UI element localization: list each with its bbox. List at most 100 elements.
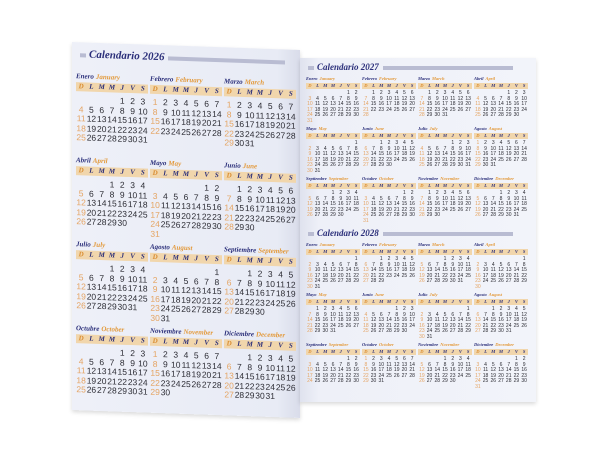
day-cell: 20: [401, 367, 408, 374]
day-cell: 2: [372, 356, 375, 362]
day-cell: 27: [363, 162, 369, 169]
month-name: Septiembre September: [306, 176, 360, 182]
month-name: Julio July: [418, 292, 472, 298]
day-cell: 15: [353, 151, 359, 158]
month-june: Junio June D L M M J V S 1 2 3 4 5 6 7 8 9 10 11 12 13 14 15 16 1…: [224, 161, 296, 248]
day-cell: 26: [475, 212, 481, 219]
weekday-label: S: [354, 83, 358, 88]
day-cell: 28: [442, 162, 448, 169]
day-cell: 28: [107, 133, 117, 144]
month-name: Marzo March: [418, 242, 472, 248]
day-cell: 11: [322, 151, 328, 158]
month-name: Noviembre November: [418, 176, 472, 182]
day-cell: 6: [364, 261, 368, 268]
day-cell: 9: [354, 361, 358, 368]
day-cell: 10: [442, 195, 448, 202]
day-cell: 15: [345, 101, 352, 108]
day-cell: 15: [513, 367, 520, 374]
days-grid: 1 2 3 4 5 6 7 8 9 10 11 12 13 14 15 16 17 18 19 20 21 22 23 24 2…: [76, 179, 148, 229]
day-cell: 1: [428, 190, 431, 196]
day-cell: 26: [401, 106, 408, 113]
day-cell: 6: [331, 95, 335, 102]
day-cell: 17: [314, 272, 321, 279]
weekday-label: D: [152, 336, 158, 345]
day-cell: 17: [393, 267, 400, 274]
day-cell: 26: [482, 112, 489, 119]
day-cell: 29: [224, 137, 234, 148]
month-name-en: January: [319, 76, 336, 81]
day-cell: 11: [434, 317, 440, 324]
day-cell: 30: [353, 112, 359, 119]
day-cell: 8: [316, 311, 319, 318]
day-cell: 14: [322, 201, 329, 208]
day-cell: 25: [353, 206, 359, 213]
day-cell: 25: [475, 112, 481, 119]
weekday-label: V: [130, 252, 135, 261]
month-name-es: Junio: [362, 292, 373, 297]
day-cell: 10: [330, 311, 336, 318]
day-cell: 21: [393, 206, 400, 213]
day-cell: 17: [465, 151, 471, 158]
day-cell: 12: [393, 361, 400, 368]
day-cell: 26: [505, 156, 512, 163]
days-grid: 1 2 3 4 5 6 7 8 9 10 11 12 13 14 15 16 17 18 19 20 21 22 23 24 2…: [76, 347, 148, 397]
day-cell: 6: [410, 90, 414, 96]
day-cell: 4: [372, 195, 375, 202]
weekday-label: M: [379, 349, 384, 354]
day-cell: 25: [314, 112, 321, 119]
weekday-label: D: [364, 183, 368, 188]
day-cell: 28: [107, 385, 117, 396]
month-name: Mayo May: [306, 126, 360, 132]
day-cell: 9: [308, 151, 312, 158]
day-cell: 17: [457, 367, 464, 374]
day-cell: 7: [410, 356, 414, 362]
day-cell: 26: [86, 132, 97, 143]
day-cell: 13: [498, 367, 504, 374]
day-cell: 4: [339, 306, 343, 312]
day-cell: 1: [466, 306, 470, 312]
day-cell: 30: [322, 328, 329, 335]
weekday-label: L: [372, 349, 375, 354]
day-cell: 23: [160, 125, 171, 136]
day-cell: 9: [372, 361, 375, 368]
weekday-label: S: [410, 349, 414, 354]
day-cell: 31: [465, 162, 471, 169]
day-cell: 24: [457, 372, 464, 379]
days-grid: 1 2 3 4 5 6 7 8 9 10 11 12 13 14 15 16 17 18 19 20 21 22 23 24 2…: [224, 184, 296, 234]
weekday-label: L: [163, 253, 168, 262]
day-cell: 9: [507, 195, 511, 202]
day-cell: 18: [465, 267, 471, 274]
month-name: Febrero February: [362, 76, 416, 82]
day-cell: 29: [521, 278, 527, 285]
day-cell: 24: [426, 328, 433, 335]
day-cell: 6: [499, 361, 503, 368]
day-cell: 4: [522, 190, 526, 196]
weekday-label: L: [484, 249, 487, 254]
right-page: Calendario 2027 Enero January D L M M J V S 1 2 3 4 5 6…: [300, 58, 536, 402]
day-cell: 28: [96, 300, 107, 312]
day-cell: 7: [395, 195, 399, 202]
day-cell: 20: [330, 372, 336, 379]
day-cell: 3: [331, 306, 335, 312]
month-name-en: August: [488, 126, 503, 131]
day-cell: 11: [498, 145, 504, 152]
day-cell: 16: [419, 322, 425, 329]
day-cell: 16: [307, 156, 313, 163]
day-cell: 12: [409, 145, 415, 152]
month-october: Octubre October D L M M J V S 1 2 3 4 5 6 7 8 9 10 11 12 13 14…: [362, 342, 416, 392]
day-cell: 11: [475, 101, 481, 108]
day-cell: 29: [442, 378, 448, 385]
day-cell: 23: [307, 162, 313, 169]
day-cell: 9: [308, 267, 312, 274]
weekday-label: D: [308, 133, 312, 138]
day-cell: 3: [491, 140, 495, 146]
day-cell: 6: [364, 145, 368, 152]
day-cell: 7: [347, 145, 350, 152]
weekday-label: S: [214, 170, 219, 180]
weekday-label: V: [204, 254, 209, 263]
weekday-label: L: [237, 339, 242, 348]
